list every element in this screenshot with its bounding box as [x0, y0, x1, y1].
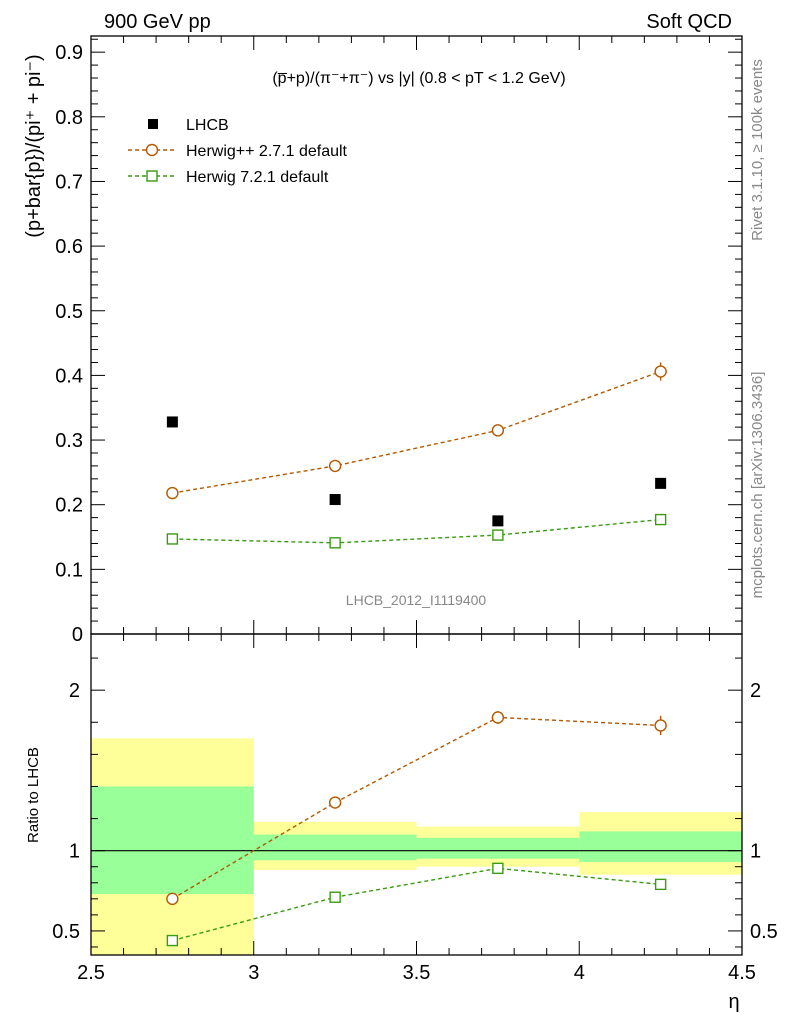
- mcplots-label: mcplots.cern.ch [arXiv:1306.3436]: [749, 372, 766, 599]
- ratio-point-herwigpp-1: [328, 796, 342, 809]
- main-y-tick-label-2: 0.2: [55, 495, 83, 517]
- series-points: [166, 362, 667, 947]
- chart-title: (p̅+p)/(π⁻+π⁻) vs |y| (0.8 < pT < 1.2 Ge…: [272, 70, 565, 87]
- ratio-y-label: Ratio to LHCB: [25, 747, 42, 843]
- x-tick-label-4: 4.5: [728, 962, 756, 984]
- legend-item-herwig7: Herwig 7.2.1 default: [128, 169, 329, 186]
- band-inner-3: [579, 831, 742, 862]
- ratio-point-herwig7-1: [329, 891, 341, 903]
- ratio-y-tick-label-right-2: 2: [750, 680, 761, 702]
- legend: LHCB Herwig++ 2.7.1 default Herwig 7.2.1…: [128, 117, 348, 186]
- ratio-y-tick-label-left-2: 2: [69, 680, 80, 702]
- line-herwigpp: [172, 370, 661, 494]
- band-inner-1: [253, 834, 417, 861]
- legend-label-lhcb: LHCB: [186, 117, 229, 134]
- watermark: LHCB_2012_I1119400: [346, 592, 487, 608]
- point-herwigpp-2: [491, 424, 505, 437]
- main-y-tick-label-0: 0: [72, 624, 83, 646]
- series-lines: [172, 370, 661, 942]
- main-y-tick-label-6: 0.6: [55, 236, 83, 258]
- ratio-point-herwigpp-2: [491, 711, 505, 724]
- ratio-y-tick-label-right-1: 1: [750, 841, 761, 863]
- ratio-point-herwig7-0: [166, 934, 179, 947]
- point-herwig7-2: [492, 529, 504, 541]
- legend-label-herwigpp: Herwig++ 2.7.1 default: [186, 143, 348, 160]
- legend-marker-lhcb: [148, 119, 158, 129]
- point-herwig7-3: [654, 513, 667, 526]
- ratio-point-herwigpp-3: [654, 719, 667, 732]
- point-herwigpp-1: [328, 459, 342, 473]
- point-herwig7-0: [166, 533, 179, 545]
- tick-labels: 2.5 3 3.5 4 4.5 0 0.1 0.2 0.3 0.4 0.5 0.6 0.7 0.8 0.9 0…: [52, 42, 778, 984]
- ratio-point-herwigpp-0: [166, 892, 179, 906]
- rivet-label: Rivet 3.1.10, ≥ 100k events: [749, 59, 766, 241]
- main-y-tick-label-7: 0.7: [55, 171, 83, 193]
- ratio-line-herwigpp: [172, 716, 661, 900]
- x-axis-label: η: [728, 991, 739, 1013]
- ratio-y-tick-label-right-0: 0.5: [750, 921, 778, 943]
- x-tick-label-3: 4: [574, 962, 585, 984]
- uncertainty-bands: [91, 738, 742, 955]
- main-panel: 2.5 3 3.5 4 4.5 0 0.1 0.2 0.3 0.4 0.5 0.6 0.7 0.8 0.9 0…: [52, 35, 778, 984]
- point-lhcb-2: [492, 515, 504, 527]
- tick-marks: [90, 36, 743, 955]
- x-tick-label-0: 2.5: [77, 962, 105, 984]
- header-left: 900 GeV pp: [104, 11, 211, 33]
- legend-marker-herwig7: [146, 170, 158, 182]
- ratio-point-herwig7-2: [492, 862, 504, 875]
- main-y-tick-label-3: 0.3: [55, 430, 83, 452]
- band-inner-0: [91, 786, 254, 895]
- main-y-tick-label-5: 0.5: [55, 301, 83, 323]
- point-lhcb-1: [329, 494, 341, 506]
- ratio-y-tick-label-left-0: 0.5: [52, 921, 80, 943]
- x-tick-label-2: 3.5: [403, 962, 431, 984]
- ratio-point-herwig7-3: [654, 878, 667, 891]
- ratio-line-herwig7: [172, 867, 661, 942]
- point-herwigpp-3: [654, 365, 667, 378]
- legend-item-herwigpp: Herwig++ 2.7.1 default: [128, 143, 348, 160]
- point-herwigpp-0: [166, 486, 179, 500]
- header-right: Soft QCD: [646, 11, 732, 33]
- main-y-tick-label-8: 0.8: [55, 107, 83, 129]
- point-lhcb-3: [655, 477, 667, 489]
- main-y-tick-label-1: 0.1: [55, 559, 83, 581]
- point-lhcb-0: [166, 416, 178, 428]
- point-herwig7-1: [329, 537, 341, 549]
- x-tick-label-1: 3: [248, 962, 259, 984]
- main-y-label: (p+bar{p})/(pi⁺ + pi⁻): [23, 54, 45, 237]
- main-y-tick-label-4: 0.4: [55, 365, 83, 387]
- legend-marker-herwigpp: [145, 143, 159, 157]
- main-y-tick-label-9: 0.9: [55, 42, 83, 64]
- ratio-y-tick-label-left-1: 1: [69, 841, 80, 863]
- band-inner-2: [416, 837, 580, 859]
- line-herwig7: [172, 518, 661, 544]
- legend-item-lhcb: LHCB: [148, 117, 229, 134]
- legend-label-herwig7: Herwig 7.2.1 default: [186, 169, 329, 186]
